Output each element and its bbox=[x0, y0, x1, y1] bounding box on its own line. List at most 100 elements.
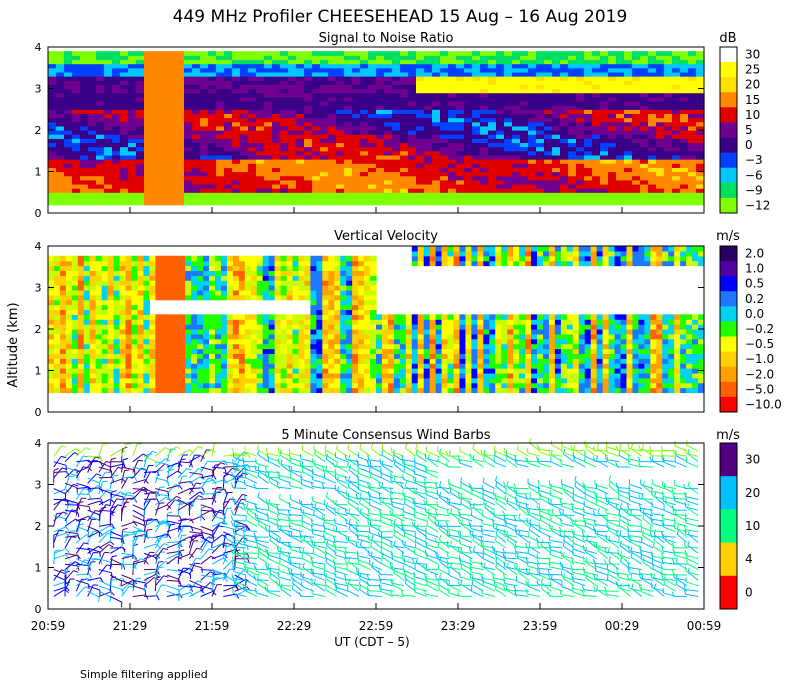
snr-cell bbox=[104, 88, 113, 94]
vv-cell bbox=[59, 382, 67, 389]
snr-cell bbox=[576, 188, 585, 193]
vv-cell bbox=[358, 265, 365, 272]
snr-cell bbox=[264, 109, 273, 114]
vv-cell bbox=[197, 358, 204, 364]
vv-cell bbox=[411, 255, 419, 262]
snr-cell bbox=[520, 142, 529, 148]
snr-cell bbox=[64, 88, 73, 94]
vv-cell bbox=[286, 324, 294, 330]
snr-cell bbox=[656, 92, 665, 98]
snr-cell bbox=[288, 117, 297, 123]
snr-cell bbox=[376, 138, 385, 144]
vv-cell bbox=[346, 382, 353, 389]
snr-cell bbox=[304, 105, 313, 110]
snr-cell bbox=[512, 159, 521, 164]
snr-cell bbox=[72, 150, 81, 156]
vv-cell bbox=[304, 358, 311, 364]
snr-cell bbox=[304, 59, 313, 65]
vv-cell bbox=[185, 372, 192, 379]
vv-cell bbox=[107, 294, 115, 301]
snr-cell bbox=[440, 179, 449, 185]
snr-cell bbox=[584, 125, 593, 131]
snr-cell bbox=[624, 100, 633, 106]
snr-cell bbox=[240, 76, 249, 81]
vv-cell bbox=[370, 338, 377, 345]
vv-cell bbox=[381, 329, 389, 335]
snr-cell bbox=[296, 125, 305, 131]
snr-cell bbox=[656, 80, 665, 85]
snr-cell bbox=[552, 159, 561, 164]
snr-cell bbox=[696, 105, 705, 110]
snr-cell bbox=[304, 192, 313, 197]
vv-cell bbox=[95, 338, 103, 345]
snr-cell bbox=[648, 92, 657, 98]
vv-cell bbox=[244, 280, 252, 286]
snr-cell bbox=[376, 163, 385, 168]
vv-cell bbox=[220, 329, 228, 335]
snr-cell bbox=[120, 92, 129, 98]
snr-cell bbox=[640, 146, 649, 152]
vv-cell bbox=[119, 348, 127, 355]
vv-cell bbox=[346, 368, 353, 374]
vv-cell bbox=[465, 363, 473, 369]
snr-cell bbox=[536, 159, 545, 164]
snr-cell bbox=[504, 67, 513, 73]
vv-cell bbox=[328, 372, 335, 379]
snr-cell bbox=[72, 138, 81, 144]
snr-cell bbox=[216, 179, 225, 185]
vv-cell bbox=[322, 348, 329, 355]
vv-cell bbox=[220, 368, 228, 374]
snr-cell bbox=[224, 179, 233, 185]
snr-cell bbox=[72, 92, 81, 98]
snr-cell bbox=[176, 71, 185, 77]
snr-cell bbox=[328, 80, 337, 85]
snr-cell bbox=[544, 67, 553, 73]
vv-cell bbox=[465, 358, 473, 364]
snr-cell bbox=[184, 67, 193, 73]
vv-cell bbox=[101, 353, 109, 359]
vv-cell bbox=[364, 294, 371, 301]
snr-cell bbox=[264, 63, 273, 69]
snr-cell bbox=[376, 130, 385, 135]
snr-cell bbox=[232, 150, 241, 156]
snr-cell bbox=[152, 125, 161, 131]
vv-cell bbox=[149, 387, 156, 394]
snr-cell bbox=[88, 179, 97, 185]
snr-cell bbox=[64, 121, 73, 127]
snr-cell bbox=[392, 55, 401, 61]
snr-cell bbox=[336, 163, 345, 168]
vv-cell bbox=[352, 285, 359, 291]
snr-cell bbox=[128, 130, 137, 135]
snr-cell bbox=[648, 167, 657, 173]
vv-cell bbox=[423, 358, 431, 364]
vv-cell bbox=[203, 255, 210, 262]
vv-cell bbox=[310, 387, 317, 394]
snr-cell bbox=[552, 171, 561, 177]
snr-cell bbox=[256, 67, 265, 73]
snr-cell bbox=[320, 71, 329, 77]
colorbar-label: 0 bbox=[745, 138, 753, 152]
snr-cell bbox=[104, 130, 113, 135]
vv-cell bbox=[77, 368, 85, 374]
snr-cell bbox=[688, 92, 697, 98]
vv-cell bbox=[167, 338, 174, 345]
vv-cell bbox=[107, 348, 115, 355]
snr-cell bbox=[568, 51, 577, 56]
snr-cell bbox=[608, 188, 617, 193]
vv-cell bbox=[131, 265, 139, 272]
vv-cell bbox=[435, 255, 443, 262]
snr-cell bbox=[64, 183, 73, 189]
snr-cell bbox=[416, 51, 425, 56]
vv-cell bbox=[149, 353, 156, 359]
snr-cell bbox=[128, 55, 137, 61]
vv-cell bbox=[125, 260, 133, 267]
vv-cell bbox=[232, 348, 240, 355]
snr-cell bbox=[136, 138, 145, 144]
snr-cell bbox=[656, 67, 665, 73]
vv-cell bbox=[364, 309, 371, 315]
vv-cell bbox=[149, 333, 156, 340]
snr-cell bbox=[368, 154, 377, 160]
vv-cell bbox=[459, 255, 467, 262]
snr-cell bbox=[80, 171, 89, 177]
vv-cell bbox=[119, 363, 127, 369]
